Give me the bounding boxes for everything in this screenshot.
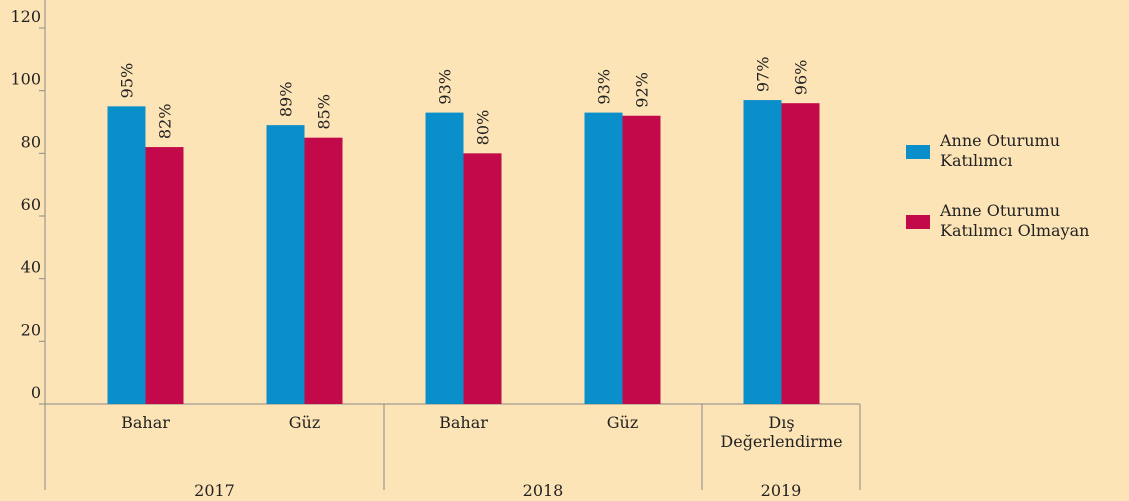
y-tick-label: 20	[21, 320, 41, 339]
group-label: 2019	[761, 481, 802, 500]
x-tick-label: Güz	[606, 413, 639, 432]
y-tick-label: 60	[21, 195, 41, 214]
y-tick-label: 0	[31, 383, 41, 402]
bar	[266, 125, 305, 404]
value-label: 92%	[633, 72, 652, 108]
value-label: 89%	[277, 82, 296, 118]
value-label: 85%	[315, 94, 334, 130]
group-label: 2018	[523, 481, 564, 500]
value-label: 82%	[156, 104, 175, 140]
x-tick-label: Güz	[288, 413, 321, 432]
bar	[584, 112, 623, 404]
bar	[304, 137, 343, 404]
bar	[781, 103, 820, 404]
y-tick-label: 100	[10, 70, 41, 89]
bar	[463, 153, 502, 404]
bar	[425, 112, 464, 404]
value-label: 97%	[754, 57, 773, 93]
x-tick-label: Dış Değerlendirme	[720, 413, 843, 451]
y-tick-label: 40	[21, 258, 41, 277]
value-label: 80%	[474, 110, 493, 146]
y-tick-label: 80	[21, 132, 41, 151]
legend-swatch	[906, 145, 930, 159]
value-label: 95%	[118, 63, 137, 99]
legend-swatch	[906, 215, 930, 229]
value-label: 93%	[436, 69, 455, 105]
bar	[743, 100, 782, 405]
bar	[622, 115, 661, 404]
value-label: 96%	[792, 60, 811, 96]
legend-label: Anne Oturumu Katılımcı Olmayan	[940, 201, 1090, 240]
group-label: 2017	[194, 481, 235, 500]
legend-label: Anne Oturumu Katılımcı	[940, 131, 1060, 170]
y-tick-label: 120	[10, 7, 41, 26]
bar	[107, 106, 146, 404]
x-tick-label: Bahar	[121, 413, 170, 432]
x-tick-label: Bahar	[439, 413, 488, 432]
bar	[145, 147, 184, 405]
value-label: 93%	[595, 69, 614, 105]
